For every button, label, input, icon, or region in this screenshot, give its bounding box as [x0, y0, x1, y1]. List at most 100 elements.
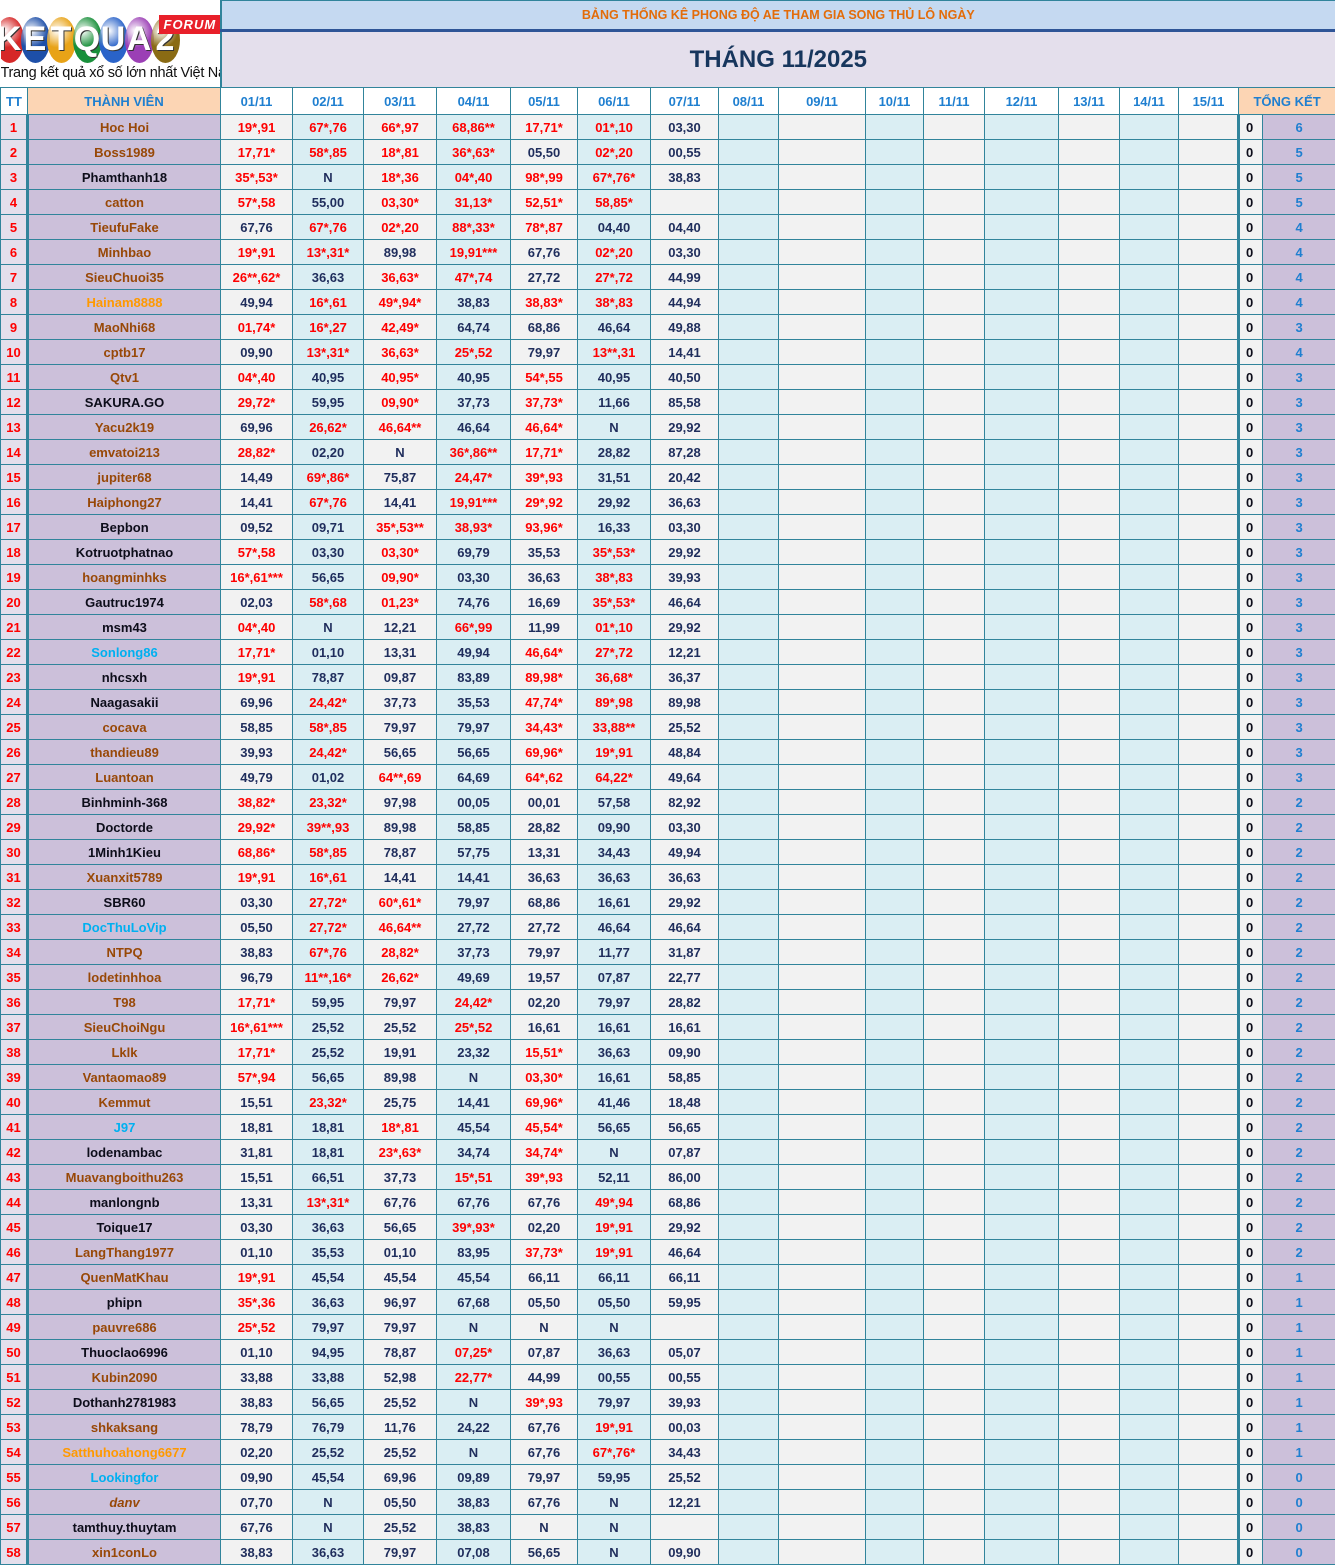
day-cell — [1058, 1539, 1120, 1565]
day-cell: 39,93 — [650, 564, 719, 590]
member-name[interactable]: Dothanh2781983 — [27, 1389, 221, 1415]
member-name[interactable]: danv — [27, 1489, 221, 1515]
day-cell: 16,61 — [510, 1014, 578, 1040]
table-row: 2 Boss1989 17,71* 58*,85 18*,81 36*,63* 05,50 0… — [0, 139, 1335, 165]
member-name[interactable]: NTPQ — [27, 939, 221, 965]
member-name[interactable]: Gautruc1974 — [27, 589, 221, 615]
day-cell — [1178, 814, 1239, 840]
day-cell — [1178, 439, 1239, 465]
member-name[interactable]: phipn — [27, 1289, 221, 1315]
miss-count: 0 — [1237, 1039, 1263, 1065]
total-count: 2 — [1261, 889, 1335, 915]
member-name[interactable]: Doctorde — [27, 814, 221, 840]
table-row: 36 T98 17,71* 59,95 79,97 24,42* 02,20 79,97 28,… — [0, 989, 1335, 1015]
day-cell: 66,11 — [510, 1264, 578, 1290]
member-name[interactable]: QuenMatKhau — [27, 1264, 221, 1290]
day-cell: 09,52 — [220, 514, 293, 540]
member-name[interactable]: shkaksang — [27, 1414, 221, 1440]
day-cell — [984, 789, 1059, 815]
member-name[interactable]: Bepbon — [27, 514, 221, 540]
member-name[interactable]: manlongnb — [27, 1189, 221, 1215]
member-name[interactable]: TieufuFake — [27, 214, 221, 240]
member-name[interactable]: Kemmut — [27, 1089, 221, 1115]
member-name[interactable]: SAKURA.GO — [27, 389, 221, 415]
member-name[interactable]: DocThuLoVip — [27, 914, 221, 940]
member-name[interactable]: catton — [27, 189, 221, 215]
member-name[interactable]: Satthuhoahong6677 — [27, 1439, 221, 1465]
member-name[interactable]: nhcsxh — [27, 664, 221, 690]
member-name[interactable]: msm43 — [27, 614, 221, 640]
member-name[interactable]: lodetinhhoa — [27, 964, 221, 990]
member-name[interactable]: Kotruotphatnao — [27, 539, 221, 565]
member-name[interactable]: Qtv1 — [27, 364, 221, 390]
day-cell: 36,63 — [650, 864, 719, 890]
row-number: 34 — [0, 939, 29, 965]
table-row: 27 Luantoan 49,79 01,02 64**,69 64,69 64*,62 64… — [0, 764, 1335, 790]
member-name[interactable]: lodenambac — [27, 1139, 221, 1165]
member-name[interactable]: Vantaomao89 — [27, 1064, 221, 1090]
member-name[interactable]: emvatoi213 — [27, 439, 221, 465]
member-name[interactable]: Binhminh-368 — [27, 789, 221, 815]
member-name[interactable]: pauvre686 — [27, 1314, 221, 1340]
row-number: 31 — [0, 864, 29, 890]
member-name[interactable]: T98 — [27, 989, 221, 1015]
day-cell — [778, 639, 866, 665]
day-cell — [778, 889, 866, 915]
day-cell — [1058, 114, 1120, 140]
member-name[interactable]: xin1conLo — [27, 1539, 221, 1565]
member-name[interactable]: Boss1989 — [27, 139, 221, 165]
member-name[interactable]: SBR60 — [27, 889, 221, 915]
member-name[interactable]: SieuChuoi35 — [27, 264, 221, 290]
member-name[interactable]: MaoNhi68 — [27, 314, 221, 340]
day-cell: 04*,40 — [220, 364, 293, 390]
member-name[interactable]: cptb17 — [27, 339, 221, 365]
day-cell: 09,90 — [220, 1464, 293, 1490]
member-name[interactable]: Naagasakii — [27, 689, 221, 715]
col-header-day: 09/11 — [778, 87, 866, 115]
member-name[interactable]: Muavangboithu263 — [27, 1164, 221, 1190]
member-name[interactable]: Luantoan — [27, 764, 221, 790]
member-name[interactable]: cocava — [27, 714, 221, 740]
member-name[interactable]: Phamthanh18 — [27, 164, 221, 190]
member-name[interactable]: tamthuy.thuytam — [27, 1514, 221, 1540]
member-name[interactable]: LangThang1977 — [27, 1239, 221, 1265]
member-name[interactable]: Haiphong27 — [27, 489, 221, 515]
day-cell — [778, 1089, 866, 1115]
member-name[interactable]: Yacu2k19 — [27, 414, 221, 440]
member-name[interactable]: J97 — [27, 1114, 221, 1140]
day-cell: 25,52 — [292, 1039, 364, 1065]
day-cell: 87,28 — [650, 439, 719, 465]
member-name[interactable]: SieuChoiNgu — [27, 1014, 221, 1040]
member-name[interactable]: Thuoclao6996 — [27, 1339, 221, 1365]
day-cell: 29,92 — [577, 489, 651, 515]
day-cell — [718, 364, 779, 390]
member-name[interactable]: Sonlong86 — [27, 639, 221, 665]
day-cell — [1178, 1264, 1239, 1290]
member-name[interactable]: Hoc Hoi — [27, 114, 221, 140]
member-name[interactable]: Lookingfor — [27, 1464, 221, 1490]
site-logo[interactable]: KETQUA2 FORUM Trang kết quả xổ số lớn nh… — [0, 0, 222, 88]
member-name[interactable]: Minhbao — [27, 239, 221, 265]
row-number: 25 — [0, 714, 29, 740]
row-number: 51 — [0, 1364, 29, 1390]
table-row: 54 Satthuhoahong6677 02,20 25,52 25,52 N 67,76… — [0, 1439, 1335, 1465]
day-cell — [778, 1264, 866, 1290]
member-name[interactable]: thandieu89 — [27, 739, 221, 765]
total-count: 0 — [1261, 1464, 1335, 1490]
member-name[interactable]: jupiter68 — [27, 464, 221, 490]
member-name[interactable]: hoangminhks — [27, 564, 221, 590]
day-cell — [718, 489, 779, 515]
member-name[interactable]: 1Minh1Kieu — [27, 839, 221, 865]
day-cell — [923, 1339, 985, 1365]
day-cell — [718, 1514, 779, 1540]
day-cell — [1178, 1514, 1239, 1540]
member-name[interactable]: Hainam8888 — [27, 289, 221, 315]
member-name[interactable]: Toique17 — [27, 1214, 221, 1240]
member-name[interactable]: Lklk — [27, 1039, 221, 1065]
miss-count: 0 — [1237, 889, 1263, 915]
member-name[interactable]: Kubin2090 — [27, 1364, 221, 1390]
member-name[interactable]: Xuanxit5789 — [27, 864, 221, 890]
day-cell — [718, 1264, 779, 1290]
day-cell: 67*,76* — [577, 1439, 651, 1465]
day-cell: 18,81 — [220, 1114, 293, 1140]
